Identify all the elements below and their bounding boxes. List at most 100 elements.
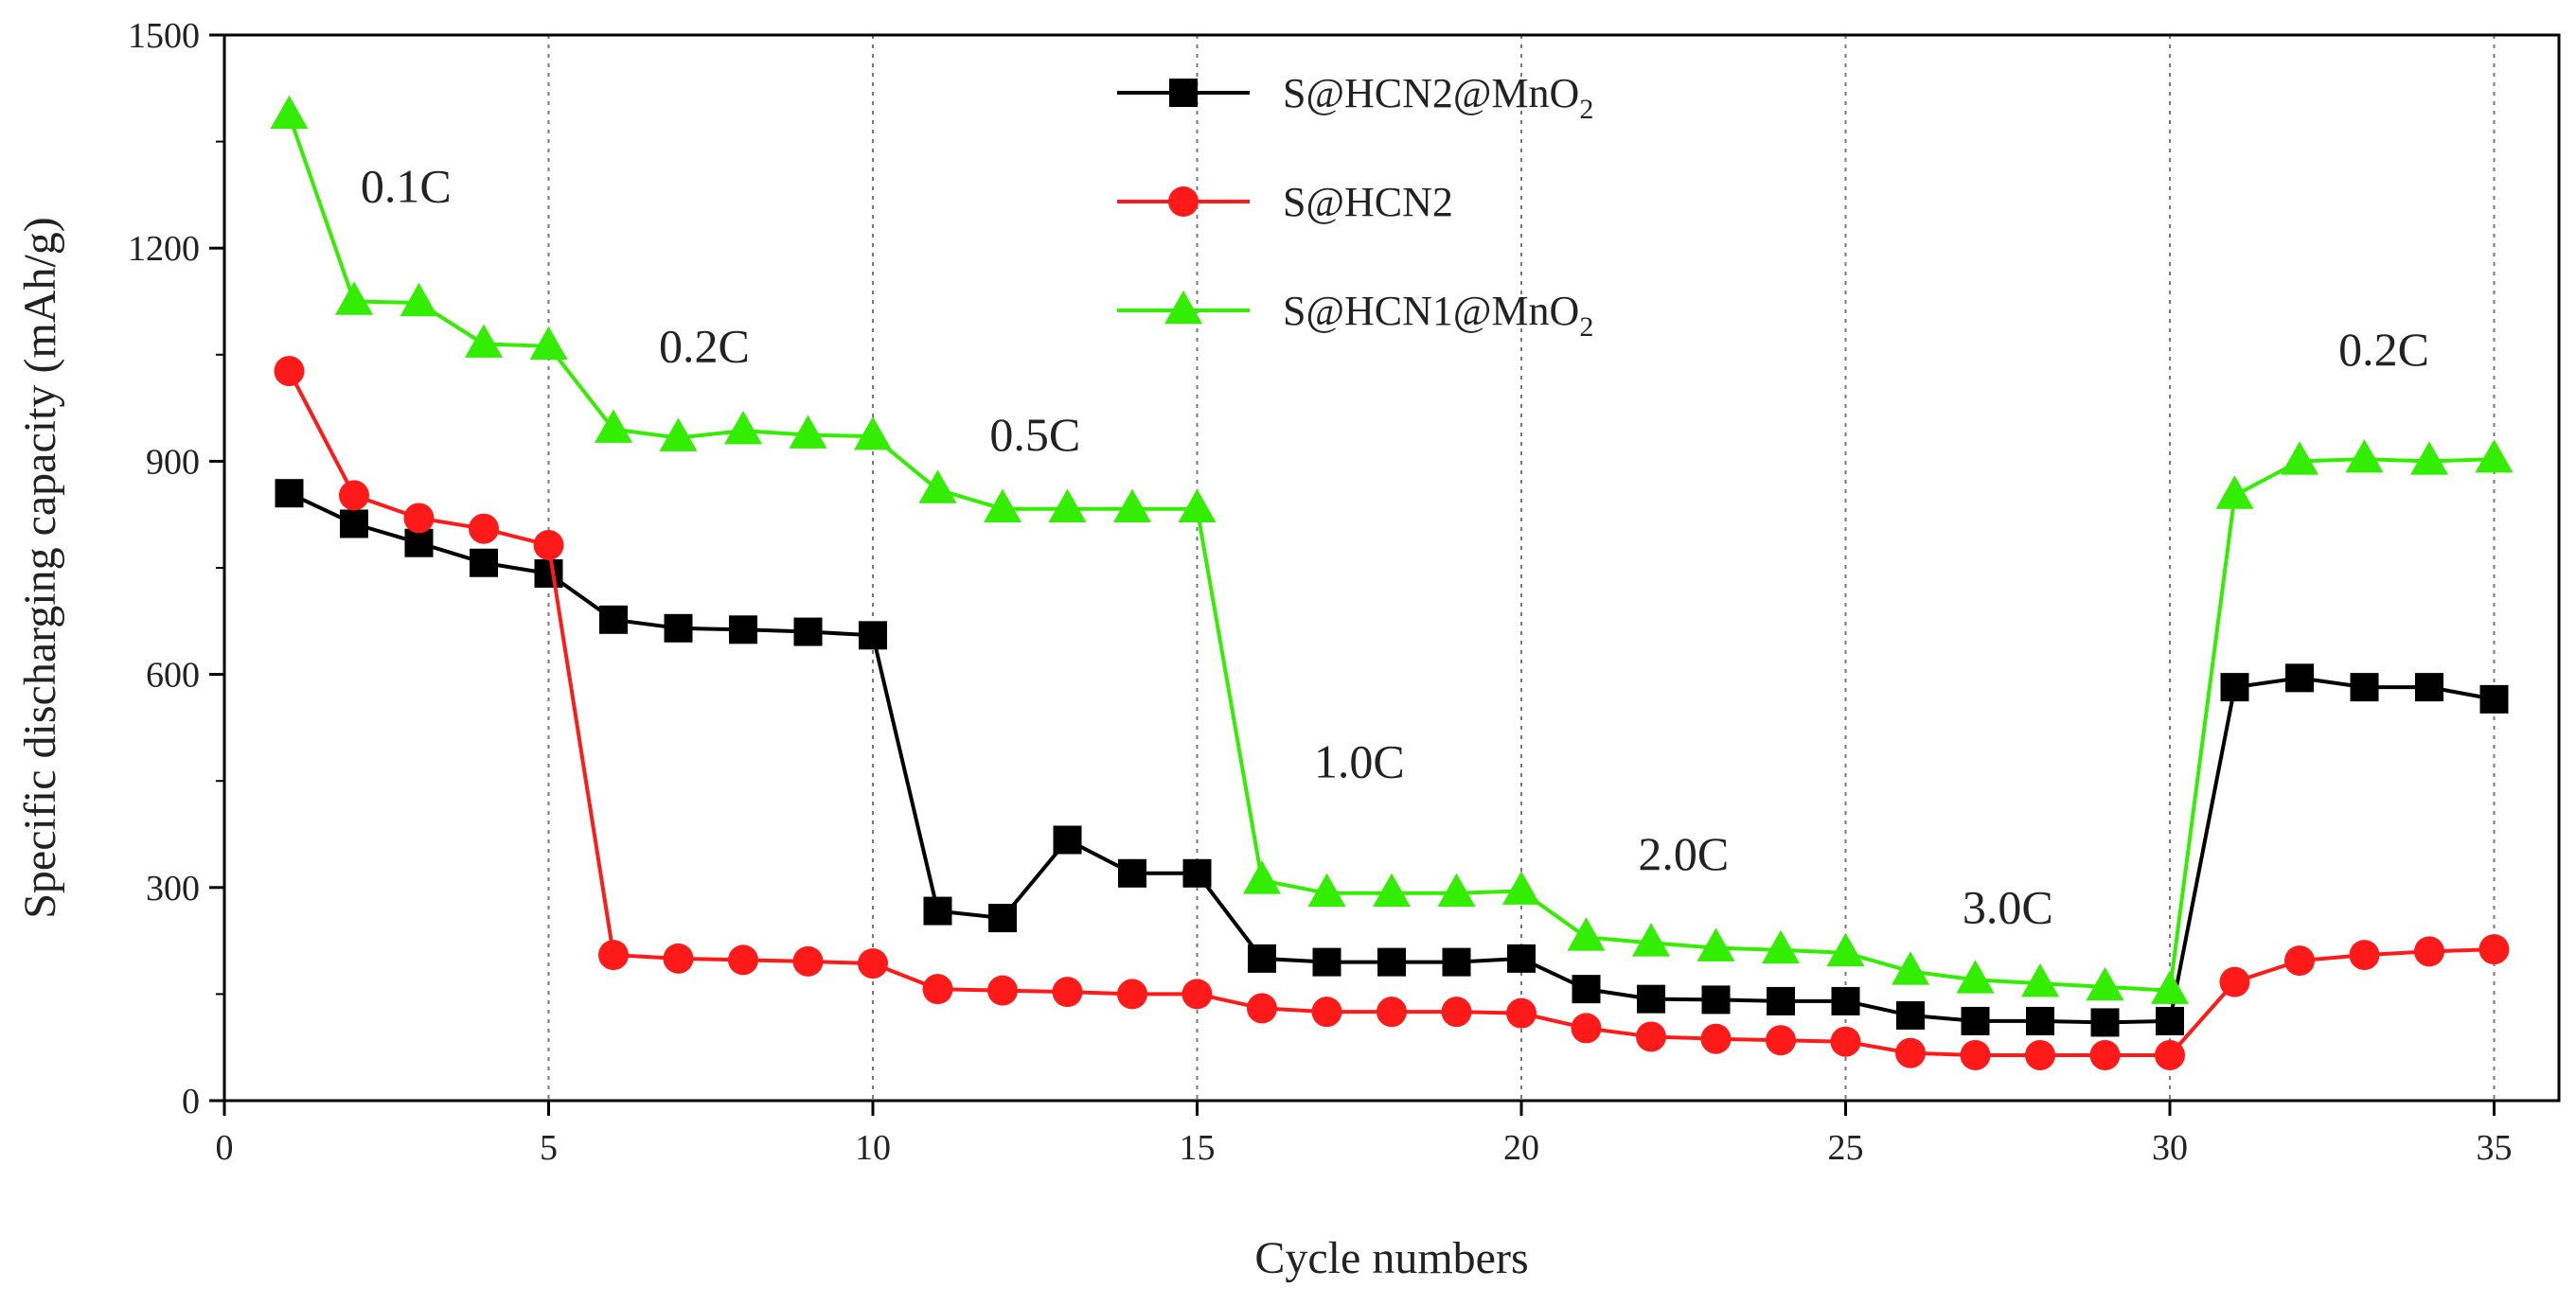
x-tick-label-15: 15 <box>1180 1128 1216 1168</box>
series-2-point-30 <box>2151 970 2189 1004</box>
legend-item-0: S@HCN2@MnO2 <box>1117 70 1593 125</box>
series-0-point-17 <box>1312 947 1341 977</box>
legend: S@HCN2@MnO2 S@HCN2 S@HCN1@MnO2 <box>1117 70 1593 343</box>
y-axis-title: Specific discharging capacity (mAh/g) <box>15 217 65 919</box>
series-1-point-21 <box>1571 1013 1602 1044</box>
legend-label-subscript-0: 2 <box>1579 94 1593 125</box>
rate-label-3: 1.0C <box>1314 734 1405 787</box>
series-0-point-10 <box>859 621 887 650</box>
series-layer <box>270 95 2514 1070</box>
series-0-point-35 <box>2479 684 2509 714</box>
x-tick-label-20: 20 <box>1503 1128 1539 1168</box>
rate-label-2: 0.5C <box>989 408 1080 461</box>
series-2-point-35 <box>2475 439 2514 473</box>
series-1 <box>274 356 2510 1070</box>
series-1-point-24 <box>1766 1025 1796 1056</box>
series-1-point-20 <box>1506 997 1537 1029</box>
series-2-point-8 <box>724 411 762 445</box>
series-0-point-31 <box>2220 673 2249 702</box>
series-2-point-2 <box>335 281 373 315</box>
series-1-point-4 <box>469 513 499 544</box>
series-1-point-18 <box>1377 997 1407 1028</box>
rate-label-1: 0.2C <box>659 319 750 372</box>
series-0-point-27 <box>1961 1006 1990 1035</box>
series-1-point-22 <box>1636 1021 1666 1052</box>
series-1-point-3 <box>403 503 435 534</box>
series-2-point-13 <box>1048 488 1087 522</box>
series-0-point-14 <box>1118 858 1146 888</box>
rate-annotations: 0.1C 0.2C 0.5C 1.0C 2.0C 3.0C 0.2C <box>361 159 2429 933</box>
series-2-point-11 <box>918 469 957 503</box>
series-2-point-4 <box>465 324 503 358</box>
x-axis-title: Cycle numbers <box>1254 1233 1528 1283</box>
legend-item-2: S@HCN1@MnO2 <box>1117 288 1593 343</box>
series-0-point-4 <box>470 548 498 577</box>
series-0-point-22 <box>1637 984 1665 1014</box>
series-1-point-33 <box>2349 940 2380 971</box>
series-2-point-7 <box>659 417 698 451</box>
series-0-point-3 <box>404 528 434 557</box>
series-1-point-30 <box>2155 1039 2185 1070</box>
series-1-point-11 <box>922 974 953 1005</box>
series-1-point-10 <box>858 948 888 980</box>
x-tick-label-30: 30 <box>2152 1128 2188 1168</box>
series-2-point-9 <box>789 415 827 449</box>
series-1-point-12 <box>987 975 1018 1006</box>
series-1-point-8 <box>728 944 758 976</box>
series-0-point-26 <box>1896 1000 1925 1030</box>
series-2-point-15 <box>1178 488 1217 522</box>
series-0-point-9 <box>793 617 823 646</box>
series-2-point-21 <box>1567 917 1606 951</box>
series-1-point-5 <box>533 529 564 560</box>
series-0-point-30 <box>2156 1006 2184 1035</box>
series-1-point-6 <box>598 940 629 971</box>
legend-marker-2 <box>1164 290 1202 325</box>
series-2-point-25 <box>1826 932 1865 967</box>
rate-label-5: 3.0C <box>1963 880 2053 933</box>
series-0-point-33 <box>2350 673 2379 702</box>
series-1-point-15 <box>1181 979 1213 1010</box>
series-1-point-32 <box>2284 945 2315 977</box>
series-2-point-29 <box>2086 966 2124 1001</box>
series-1-point-16 <box>1247 993 1277 1024</box>
series-1-point-1 <box>274 356 305 387</box>
series-1-point-35 <box>2478 934 2510 965</box>
series-2-point-3 <box>400 282 438 317</box>
x-tick-label-35: 35 <box>2477 1128 2513 1168</box>
series-2-point-34 <box>2410 441 2448 475</box>
legend-marker-1 <box>1168 186 1199 217</box>
series-0-point-16 <box>1248 944 1276 973</box>
series-2-point-19 <box>1437 873 1476 908</box>
x-tick-label-10: 10 <box>855 1128 891 1168</box>
y-tick-label-600: 600 <box>146 656 200 696</box>
series-1-point-29 <box>2089 1039 2121 1070</box>
series-0-point-5 <box>534 559 563 589</box>
legend-item-1: S@HCN2 <box>1117 179 1453 225</box>
series-0-point-13 <box>1053 825 1082 855</box>
series-1-point-28 <box>2025 1039 2055 1070</box>
series-1-point-14 <box>1117 979 1147 1010</box>
rate-label-0: 0.1C <box>361 159 452 212</box>
series-0-point-1 <box>275 479 304 508</box>
y-tick-label-1200: 1200 <box>128 229 200 269</box>
series-2-point-18 <box>1373 873 1411 908</box>
series-0-point-19 <box>1442 947 1471 977</box>
series-0-point-6 <box>599 605 628 634</box>
series-2-point-16 <box>1243 860 1281 894</box>
series-0-point-28 <box>2026 1006 2054 1035</box>
series-2-point-28 <box>2021 963 2059 997</box>
y-tick-label-300: 300 <box>146 869 200 909</box>
series-0-point-21 <box>1572 975 1601 1004</box>
series-1-point-13 <box>1052 977 1083 1008</box>
series-0-point-24 <box>1767 986 1795 1015</box>
series-2-point-14 <box>1113 488 1151 522</box>
series-1-point-23 <box>1700 1023 1732 1054</box>
series-0-point-34 <box>2415 673 2443 702</box>
legend-marker-0 <box>1169 79 1198 107</box>
series-0-point-8 <box>729 615 757 644</box>
series-2-point-10 <box>854 416 892 450</box>
series-2-point-24 <box>1762 929 1800 964</box>
series-2 <box>270 95 2514 1004</box>
series-0-point-25 <box>1831 986 1860 1015</box>
